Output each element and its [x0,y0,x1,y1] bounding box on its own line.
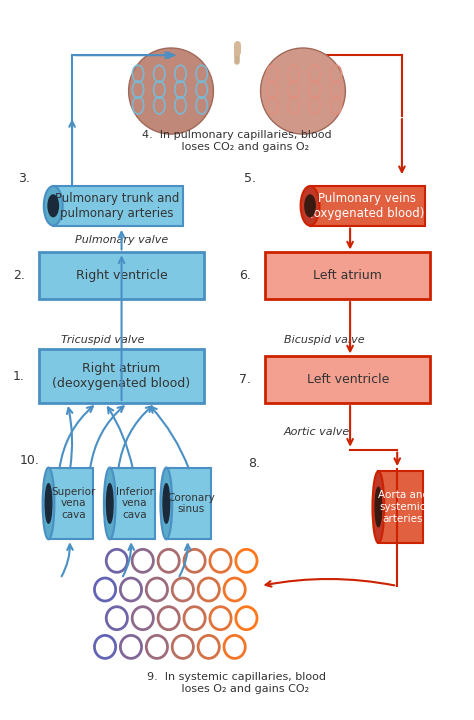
Text: Pulmonary veins
(oxygenated blood): Pulmonary veins (oxygenated blood) [309,192,424,220]
Text: 7.: 7. [239,373,251,386]
Text: Superior
vena
cava: Superior vena cava [51,487,95,520]
FancyBboxPatch shape [378,471,423,543]
Ellipse shape [128,48,213,134]
Ellipse shape [107,484,113,523]
Ellipse shape [48,195,58,217]
Text: Left atrium: Left atrium [313,269,382,282]
Text: Inferior
vena
cava: Inferior vena cava [116,487,154,520]
Ellipse shape [301,186,319,225]
Ellipse shape [305,195,315,217]
Text: Right atrium
(deoxygenated blood): Right atrium (deoxygenated blood) [53,362,191,390]
Text: Bicuspid valve: Bicuspid valve [284,335,365,345]
FancyBboxPatch shape [110,467,155,539]
Ellipse shape [45,484,52,523]
Text: Pulmonary valve: Pulmonary valve [75,235,168,245]
Ellipse shape [44,186,63,225]
Ellipse shape [261,48,346,134]
FancyBboxPatch shape [265,253,430,299]
Text: Coronary
sinus: Coronary sinus [167,492,215,514]
FancyBboxPatch shape [265,356,430,403]
Ellipse shape [104,467,116,539]
Ellipse shape [373,471,384,543]
Ellipse shape [43,467,55,539]
FancyBboxPatch shape [39,253,204,299]
Text: Aorta and
systemic
arteries: Aorta and systemic arteries [378,490,428,523]
FancyBboxPatch shape [310,186,426,225]
Text: 9.  In systemic capillaries, blood
     loses O₂ and gains CO₂: 9. In systemic capillaries, blood loses … [147,672,327,693]
Text: Aortic valve: Aortic valve [284,427,350,437]
Text: 1.: 1. [13,369,25,382]
Text: 4.  In pulmonary capillaries, blood
     loses CO₂ and gains O₂: 4. In pulmonary capillaries, blood loses… [142,130,332,152]
Text: 2.: 2. [13,269,25,282]
Text: Right ventricle: Right ventricle [76,269,167,282]
Ellipse shape [163,484,170,523]
Text: 5.: 5. [244,172,256,186]
Text: 3.: 3. [18,172,30,186]
Ellipse shape [375,487,382,527]
FancyBboxPatch shape [53,186,183,225]
Ellipse shape [160,467,172,539]
Text: Left ventricle: Left ventricle [307,373,389,386]
Text: Pulmonary trunk and
pulmonary arteries: Pulmonary trunk and pulmonary arteries [55,192,179,220]
Text: Tricuspid valve: Tricuspid valve [61,335,145,345]
FancyBboxPatch shape [48,467,93,539]
Text: 10.: 10. [19,454,39,467]
FancyBboxPatch shape [166,467,211,539]
FancyBboxPatch shape [39,349,204,403]
Text: 8.: 8. [248,457,261,470]
Text: 6.: 6. [239,269,251,282]
